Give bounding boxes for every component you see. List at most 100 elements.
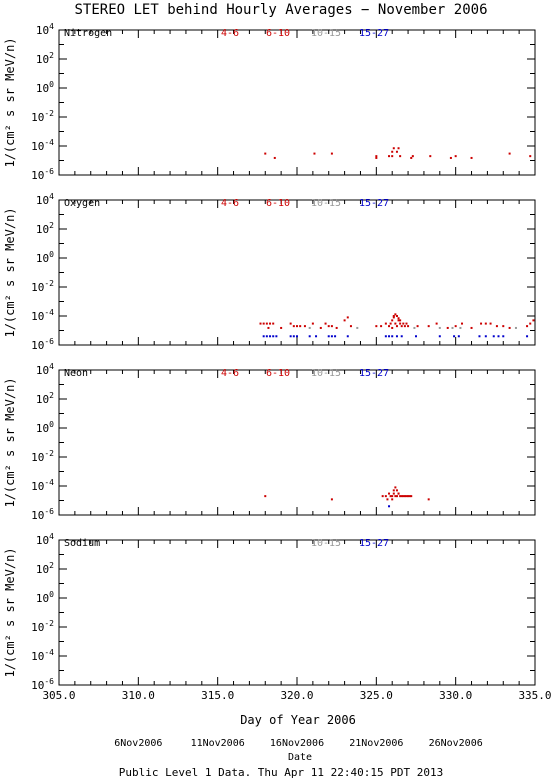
data-point [375,155,378,158]
legend-entry: 15-27 [359,538,389,549]
data-point [392,147,395,150]
legend-entry: 10-15 [311,28,341,39]
data-point [335,326,338,329]
data-point [384,322,387,325]
data-point [413,326,416,329]
legend-entry: 10-15 [311,538,341,549]
y-axis-label: 1/(cm² s sr MeV/n) [3,207,17,337]
y-tick-label: 100 [36,250,54,265]
data-point [392,315,395,317]
data-point [451,326,454,329]
data-point [429,155,432,158]
data-point [275,335,278,338]
data-point [327,325,330,328]
data-point [346,335,349,338]
data-point [411,155,414,158]
data-point [269,335,272,338]
panel-label: Oxygen [64,198,100,209]
data-point [388,325,391,328]
data-point [480,322,483,325]
y-tick-label: 100 [36,80,54,95]
data-point [292,335,295,338]
legend-entry: 15-27 [359,198,389,209]
data-point [381,495,384,498]
data-point [394,486,397,489]
data-point [280,326,283,329]
data-point [446,326,449,329]
y-tick-label: 104 [36,192,54,207]
legend-entry: 6-10 [266,368,290,379]
data-point [324,322,327,325]
plot-frame [58,539,536,686]
data-point [391,319,394,322]
data-point [457,335,460,338]
date-axis-label: Date [288,752,312,763]
data-point [492,335,495,338]
y-tick-label: 100 [36,590,54,605]
data-point [399,322,402,325]
x-tick-label: 325.0 [360,689,393,702]
footer-text: Public Level 1 Data. Thu Apr 11 22:40:15… [119,766,444,779]
data-point [397,317,400,320]
data-point [330,498,333,501]
x-tick-label: 320.0 [280,689,313,702]
data-point [375,325,378,328]
data-point [388,492,391,495]
data-point [454,325,457,328]
y-tick-label: 104 [36,532,54,547]
data-point [449,156,452,159]
legend-entry: 4-6 [221,28,239,39]
date-tick-label: 26Nov2006 [429,738,483,749]
y-tick-label: 10-4 [31,138,54,153]
data-point [497,335,500,338]
data-point [395,315,398,317]
data-point [391,495,394,498]
legend-entry: 10-15 [311,368,341,379]
y-tick-label: 10-6 [31,507,54,522]
data-point [315,335,318,338]
data-point [484,322,487,325]
data-point [395,325,398,328]
data-point [346,316,349,319]
data-point [514,326,517,329]
data-point [299,325,302,328]
data-point [453,335,456,338]
data-point [311,322,314,325]
data-point [308,326,311,329]
legend-entry: 15-27 [359,368,389,379]
y-axis-label: 1/(cm² s sr MeV/n) [3,37,17,167]
data-point [334,335,337,338]
date-tick-label: 21Nov2006 [349,738,403,749]
data-point [303,325,306,328]
data-point [402,495,405,498]
data-point [526,325,529,328]
data-point [438,326,441,329]
data-point [427,498,430,501]
data-point [394,322,397,325]
data-point [489,322,492,325]
y-tick-label: 10-2 [31,619,54,634]
y-tick-label: 10-4 [31,478,54,493]
data-point [508,326,511,329]
data-point [296,325,298,328]
y-axis-label: 1/(cm² s sr MeV/n) [3,377,17,507]
data-point [529,155,532,158]
data-point [403,495,406,498]
data-point [405,495,408,498]
y-tick-label: 10-4 [31,648,54,663]
data-point [495,325,498,328]
data-point [502,325,505,328]
data-point [410,495,413,498]
y-tick-label: 10-2 [31,109,54,124]
data-point [400,495,403,498]
data-point [400,325,403,328]
chart-title: STEREO LET behind Hourly Averages − Nove… [74,2,487,18]
data-point [397,147,400,150]
x-tick-label: 305.0 [42,689,75,702]
panel-oxygen: 10-6 10-4 10-2 100 102 104 Oxygen 4-6 6-10 10-15 1… [3,192,536,352]
data-point [384,335,387,338]
data-point [415,335,417,338]
data-point [427,325,430,328]
data-point [394,495,397,498]
